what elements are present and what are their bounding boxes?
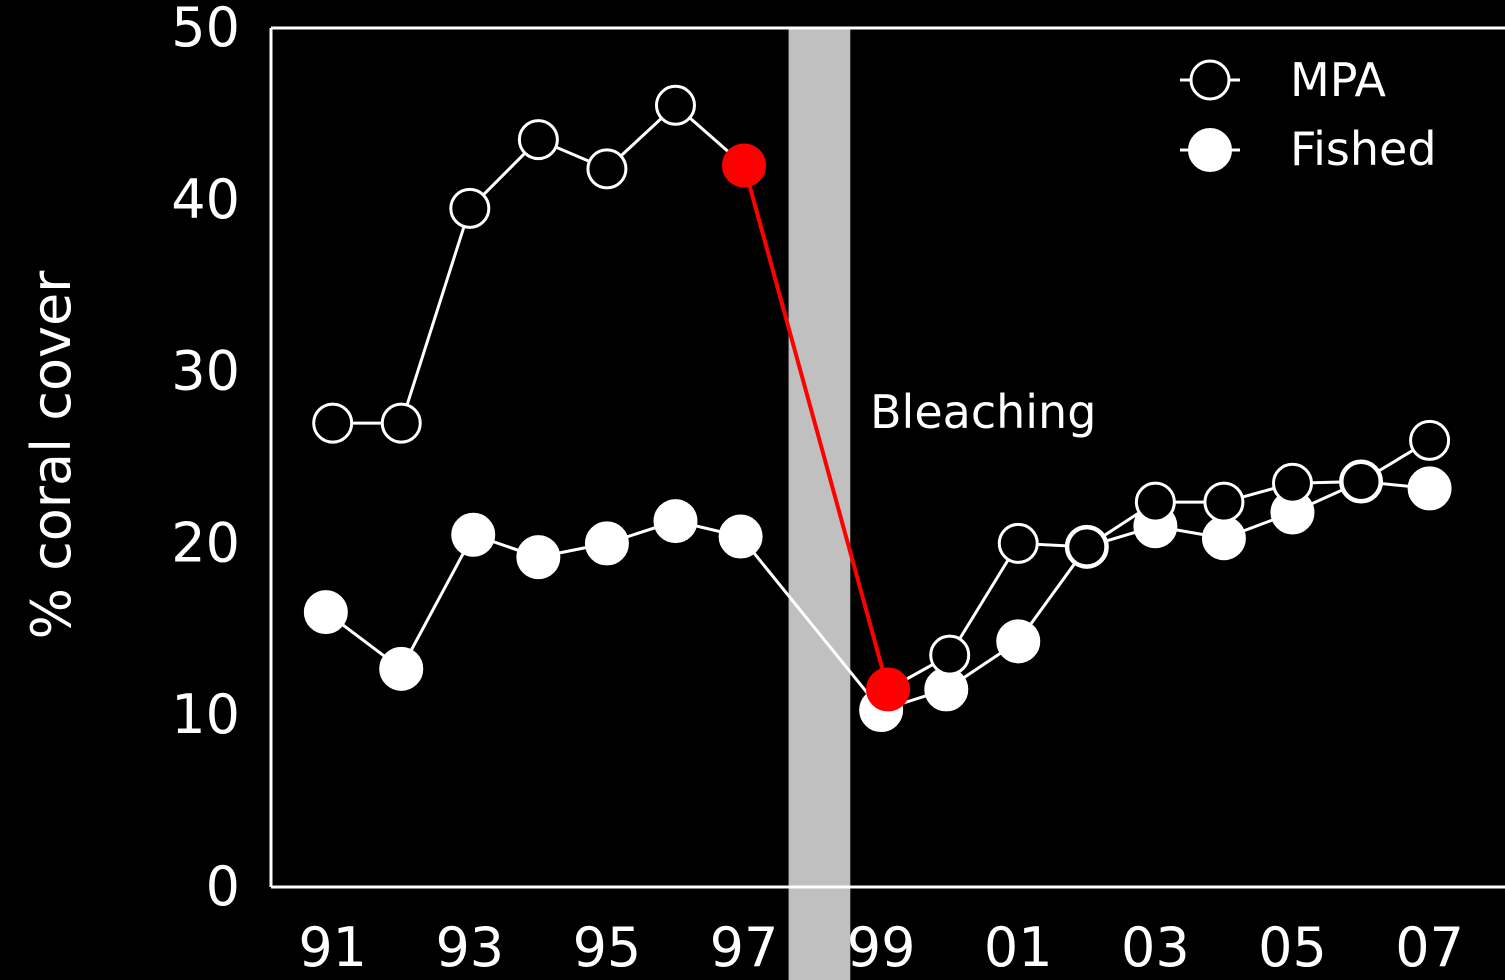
y-tick-label: 40 (171, 168, 240, 231)
mpa-point (517, 119, 559, 161)
legend-mpa-marker (1189, 59, 1231, 101)
bleaching-band (788, 28, 851, 980)
fished-point (1407, 466, 1452, 511)
fished-point (584, 521, 629, 566)
mpa-point (997, 522, 1039, 564)
x-tick-label: 05 (1258, 916, 1327, 979)
x-tick-label: 99 (847, 916, 916, 979)
x-tick-label: 95 (573, 916, 642, 979)
mpa-point (1271, 462, 1313, 504)
series-line-mpa (332, 103, 1431, 692)
fished-point (653, 499, 698, 544)
y-axis-label: % coral cover (20, 270, 83, 640)
mpa-point (1066, 526, 1108, 568)
bleaching-label: Bleaching (870, 385, 1096, 439)
series-line-fished (324, 480, 1430, 712)
x-tick-label: 91 (298, 916, 367, 979)
y-tick-labels: 0 10 20 30 40 50 (171, 0, 240, 918)
y-tick-label: 20 (171, 511, 240, 574)
mpa-point (380, 402, 422, 444)
x-tick-label: 01 (984, 916, 1053, 979)
axes (269, 26, 1505, 889)
series-points (303, 84, 1452, 733)
fished-point (516, 535, 561, 580)
y-tick-label: 0 (206, 855, 240, 918)
mpa-point (449, 187, 491, 229)
mpa-point (1203, 481, 1245, 523)
highlight-point (722, 143, 767, 188)
y-tick-label: 30 (171, 340, 240, 403)
fished-point (996, 619, 1041, 664)
fished-point (1201, 516, 1246, 561)
highlight-drop-line (742, 164, 890, 690)
series-lines (324, 103, 1431, 712)
mpa-point (929, 634, 971, 676)
mpa-point (1340, 461, 1382, 503)
mpa-point (654, 84, 696, 126)
mpa-point (312, 402, 354, 444)
x-tick-label: 97 (710, 916, 779, 979)
mpa-point (1134, 481, 1176, 523)
x-tick-label: 03 (1121, 916, 1190, 979)
legend: MPA Fished (1180, 53, 1437, 176)
fished-point (451, 512, 496, 557)
mpa-point (586, 148, 628, 190)
fished-point (379, 646, 424, 691)
y-tick-label: 50 (171, 0, 240, 59)
fished-point (303, 590, 348, 635)
legend-mpa-label: MPA (1290, 53, 1386, 107)
fished-point (718, 514, 763, 559)
highlight-point (866, 667, 910, 712)
mpa-point (1409, 419, 1451, 461)
x-tick-label: 93 (435, 916, 504, 979)
legend-fished-marker (1188, 128, 1232, 172)
x-tick-label: 07 (1395, 916, 1464, 979)
x-tick-labels: 91 93 95 97 99 01 03 05 07 (298, 916, 1464, 979)
legend-fished-label: Fished (1290, 122, 1437, 176)
y-tick-label: 10 (171, 683, 240, 746)
